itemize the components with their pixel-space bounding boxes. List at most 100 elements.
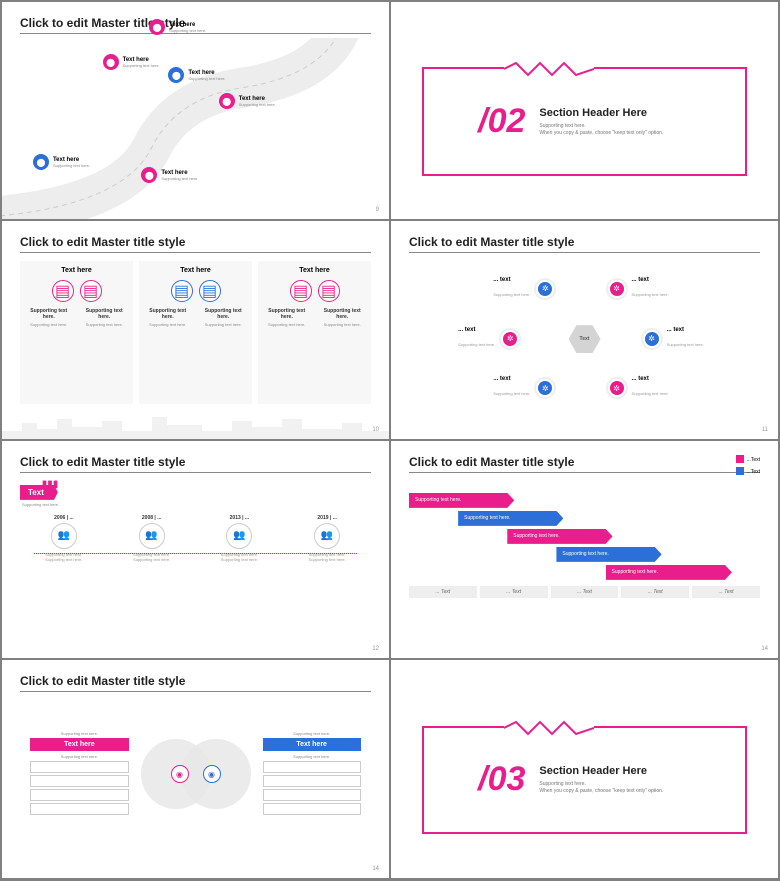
- section-sub2: When you copy & paste, choose "keep text…: [539, 788, 663, 795]
- slide-title: Click to edit Master title style: [20, 235, 371, 253]
- gantt-footer-cell: ... Text: [621, 586, 689, 598]
- col-text-row: Supporting text here.Supporting text her…: [24, 308, 129, 327]
- section-frame: /03 Section Header Here Supporting text …: [422, 726, 747, 835]
- col-head: Text here: [262, 267, 367, 274]
- tl-year: 2006 | ...: [25, 515, 102, 521]
- legend-label: ...Text: [747, 469, 760, 475]
- hex-node: ✲... textSupporting text here.: [606, 277, 669, 301]
- hex-node: ✲... textSupporting text here.: [641, 327, 704, 351]
- gantt-bars: Supporting text here. Supporting text her…: [409, 493, 760, 580]
- pin-icon: ⬤: [149, 19, 165, 35]
- section-title: Section Header Here: [539, 765, 663, 777]
- slide-hexagon: Click to edit Master title style Text ..…: [391, 221, 778, 438]
- timeline-item: 2008 | ... 👥 Supporting text here.Suppor…: [113, 515, 190, 610]
- gantt-bar: Supporting text here.: [556, 547, 661, 562]
- hex-node: ✲... textSupporting text here.: [606, 376, 669, 400]
- section-number: /03: [478, 760, 525, 799]
- section-text: Section Header Here Supporting text here…: [539, 107, 663, 137]
- gear-icon: ✲: [499, 328, 521, 350]
- pin-icon: ⬤: [168, 67, 184, 83]
- tl-desc: Supporting text here.Supporting text her…: [113, 552, 190, 562]
- gantt-footer-cell: ... Text: [551, 586, 619, 598]
- legend-swatch: [736, 467, 744, 475]
- road-svg: [2, 38, 389, 219]
- slide-title: Click to edit Master title style: [409, 455, 760, 473]
- icon-pair: ▤ ▤: [143, 280, 248, 302]
- section-text: Section Header Here Supporting text here…: [539, 765, 663, 795]
- hex-center: Text: [569, 325, 601, 353]
- gantt-bar: Supporting text here.: [606, 565, 732, 580]
- slide-section-02: /02 Section Header Here Supporting text …: [391, 2, 778, 219]
- tl-year: 2013 | ...: [201, 515, 278, 521]
- people-icon: 👥: [226, 523, 252, 549]
- gear-icon: ✲: [606, 278, 628, 300]
- timeline-sub: Supporting text here.: [22, 502, 371, 507]
- pin-text: Text hereSupporting text here.: [239, 96, 276, 107]
- page-number: 12: [372, 646, 379, 652]
- venn-left-panel: Supporting text here. Text here Supporti…: [30, 731, 128, 817]
- col-head: Text here: [143, 267, 248, 274]
- page-number: 10: [372, 427, 379, 433]
- slide-title: Click to edit Master title style: [20, 674, 371, 692]
- doc-icon: ▤: [199, 280, 221, 302]
- col-text: Supporting text here.Supporting text her…: [143, 308, 193, 327]
- pin-text: Text hereSupporting text here.: [53, 157, 90, 168]
- column: Text here ▤ ▤ Supporting text here.Suppo…: [258, 261, 371, 403]
- venn-right-panel: Supporting text here. Text here Supporti…: [263, 731, 361, 817]
- venn-container: Supporting text here. Text here Supporti…: [20, 700, 371, 848]
- doc-icon: ▤: [52, 280, 74, 302]
- tl-desc: Supporting text here.Supporting text her…: [201, 552, 278, 562]
- legend-swatch: [736, 455, 744, 463]
- gantt-bar: Supporting text here.: [409, 493, 514, 508]
- node-text: ... textSupporting text here.: [493, 277, 530, 301]
- column: Text here ▤ ▤ Supporting text here.Suppo…: [20, 261, 133, 403]
- people-icon: 👥: [139, 523, 165, 549]
- venn-box: [263, 761, 361, 773]
- venn-diagram: ◉ ◉: [141, 734, 251, 814]
- venn-box: [30, 761, 128, 773]
- pin-icon: ⬤: [103, 54, 119, 70]
- roadmap-pin: ⬤Text hereSupporting text here.: [149, 19, 206, 35]
- roadmap-pin: ⬤Text hereSupporting text here.: [103, 54, 160, 70]
- people-icon: 👥: [51, 523, 77, 549]
- slide-venn: Click to edit Master title style Support…: [2, 660, 389, 877]
- venn-box: [263, 789, 361, 801]
- hex-container: Text ... textSupporting text here.✲✲... …: [409, 261, 760, 416]
- roadmap-pin: ⬤ Text hereSupporting text here.: [33, 154, 90, 170]
- legend-label: ...Text: [747, 457, 760, 463]
- gantt-bar: Supporting text here.: [458, 511, 563, 526]
- slide-title: Click to edit Master title style: [409, 235, 760, 253]
- gear-icon: ✲: [534, 278, 556, 300]
- hex-node: ... textSupporting text here.✲: [458, 327, 521, 351]
- doc-icon: ▤: [290, 280, 312, 302]
- col-text: Supporting text here.Supporting text her…: [318, 308, 368, 327]
- venn-icon-left: ◉: [171, 765, 189, 783]
- people-icon: 👥: [314, 523, 340, 549]
- pin-icon: ⬤: [33, 154, 49, 170]
- venn-sup-left: Supporting text here.: [30, 731, 128, 736]
- slide-three-columns: Click to edit Master title style Text he…: [2, 221, 389, 438]
- column: Text here ▤ ▤ Supporting text here.Suppo…: [139, 261, 252, 403]
- roadmap-pin: ⬤Text hereSupporting text here.: [219, 93, 276, 109]
- tl-desc: Supporting text here.Supporting text her…: [25, 552, 102, 562]
- slide-roadmap: Click to edit Master title style ⬤Text h…: [2, 2, 389, 219]
- columns-container: Text here ▤ ▤ Supporting text here.Suppo…: [20, 261, 371, 403]
- col-text: Supporting text here.Supporting text her…: [24, 308, 74, 327]
- tl-year: 2019 | ...: [289, 515, 366, 521]
- venn-icon-right: ◉: [203, 765, 221, 783]
- venn-right-tag: Text here: [263, 738, 361, 751]
- venn-sup-right: Supporting text here.: [263, 731, 361, 736]
- roadmap-pin: ⬤Text hereSupporting text here.: [168, 67, 225, 83]
- hex-node: ... textSupporting text here.✲: [493, 376, 556, 400]
- gear-icon: ✲: [641, 328, 663, 350]
- venn-left-tag: Text here: [30, 738, 128, 751]
- section-title: Section Header Here: [539, 107, 663, 119]
- tl-year: 2008 | ...: [113, 515, 190, 521]
- venn-sub-left: Supporting text here.: [30, 754, 128, 759]
- gear-icon: ✲: [606, 377, 628, 399]
- venn-box: [263, 775, 361, 787]
- page-number: 14: [372, 866, 379, 872]
- legend-item: ...Text: [736, 455, 760, 465]
- skyline-decoration: [2, 413, 389, 439]
- pin-icon: ⬤: [141, 167, 157, 183]
